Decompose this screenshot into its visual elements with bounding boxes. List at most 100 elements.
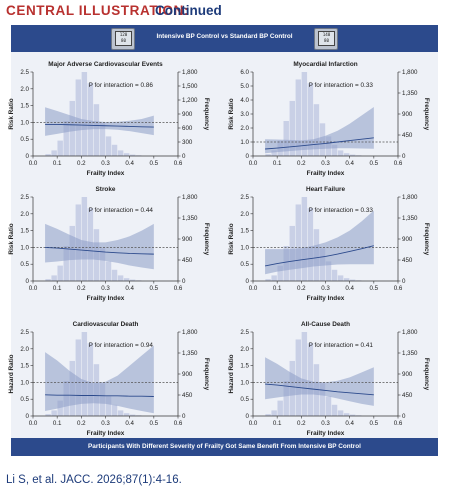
y2-tick-label: 900 — [182, 236, 193, 243]
histogram-bar — [307, 208, 314, 281]
histogram-bar — [45, 414, 51, 416]
estimate-line — [265, 137, 374, 150]
y2-tick-label: 1,350 — [402, 350, 418, 357]
y-tick-label: 1.0 — [240, 244, 249, 251]
x-tick-label: 0.6 — [394, 285, 403, 292]
banner-label: CENTRAL ILLUSTRATION: — [6, 3, 190, 18]
histogram-bar — [325, 261, 332, 281]
y-tick-label: 1.5 — [240, 363, 249, 370]
histogram-bar — [51, 150, 57, 156]
y-tick-label: 1.5 — [20, 103, 29, 110]
histogram-bar — [283, 121, 289, 156]
histogram-bar — [123, 153, 130, 156]
subplot-1: Major Adverse Cardiovascular Events 0.0 0.… — [8, 61, 210, 177]
y2-axis-label: Frequency — [203, 358, 210, 391]
x-tick-label: 0.5 — [150, 285, 159, 292]
bp-reading-systolic: 140 — [322, 32, 331, 37]
y-tick-label: 0.5 — [20, 136, 29, 143]
histogram-bar — [63, 121, 69, 156]
x-tick-label: 0.2 — [77, 285, 86, 292]
histogram-bar — [111, 144, 118, 156]
y-tick-label: 2.5 — [20, 329, 29, 336]
histogram-bar — [105, 136, 112, 156]
confidence-band — [265, 210, 374, 275]
y2-tick-label: 1,800 — [402, 194, 418, 201]
histogram-bar — [81, 72, 88, 156]
conclusion-footer: Participants With Different Severity of … — [11, 438, 438, 456]
x-axis-label: Frailty Index — [87, 170, 125, 177]
y-tick-label: 1.0 — [20, 244, 29, 251]
histogram-bar — [57, 400, 63, 416]
interaction-p-value: P for interaction = 0.44 — [89, 207, 154, 214]
header-title: Intensive BP Control vs Standard BP Cont… — [156, 33, 293, 40]
interaction-p-value: P for interaction = 0.86 — [89, 82, 154, 89]
y2-tick-label: 1,800 — [182, 329, 198, 336]
y-tick-label: 6.0 — [240, 69, 249, 76]
histogram-bar — [271, 410, 277, 416]
y2-tick-label: 900 — [182, 111, 193, 118]
histogram-bar — [343, 153, 350, 156]
y2-tick-label: 1,350 — [402, 215, 418, 222]
y-tick-label: 1.0 — [20, 119, 29, 126]
histogram-bar — [307, 83, 314, 156]
x-tick-label: 0.4 — [345, 160, 354, 167]
y-tick-label: 3.0 — [240, 111, 249, 118]
x-tick-label: 0.0 — [249, 285, 258, 292]
y2-tick-label: 1,350 — [182, 350, 198, 357]
x-tick-label: 0.2 — [77, 160, 86, 167]
y2-tick-label: 450 — [182, 257, 193, 264]
y-tick-label: 1.0 — [240, 379, 249, 386]
interaction-p-value: P for interaction = 0.94 — [89, 342, 154, 349]
y2-tick-label: 450 — [402, 132, 413, 139]
y2-tick-label: 1,350 — [182, 215, 198, 222]
blood-pressure-monitor-icon: 120 80 — [111, 28, 135, 50]
y-tick-label: 2.0 — [20, 211, 29, 218]
y-axis-label: Risk Ratio — [228, 98, 235, 129]
x-tick-label: 0.1 — [53, 420, 62, 427]
subplot-title: All-Cause Death — [301, 321, 350, 328]
x-tick-label: 0.6 — [394, 160, 403, 167]
histogram-bar — [117, 410, 124, 416]
y2-tick-label: 1,500 — [182, 83, 198, 90]
y-tick-label: 2.0 — [240, 346, 249, 353]
banner: CENTRAL ILLUSTRATION: Continued — [0, 0, 449, 24]
histogram-bar — [111, 404, 118, 416]
y2-tick-label: 0 — [402, 413, 406, 420]
banner-continued: Continued — [155, 3, 222, 18]
histogram-bar — [99, 248, 106, 281]
histogram-bar — [331, 269, 338, 281]
confidence-band — [45, 107, 154, 136]
y2-tick-label: 0 — [182, 153, 186, 160]
x-tick-label: 0.3 — [101, 285, 110, 292]
histogram-bar — [343, 278, 350, 281]
x-tick-label: 0.4 — [345, 285, 354, 292]
y2-tick-label: 0 — [402, 153, 406, 160]
y-tick-label: 0.5 — [240, 396, 249, 403]
histogram-bar — [337, 150, 344, 156]
histogram-bar — [283, 381, 289, 416]
x-axis-label: Frailty Index — [307, 295, 345, 302]
y2-tick-label: 450 — [402, 257, 413, 264]
x-tick-label: 0.5 — [370, 160, 379, 167]
x-tick-label: 0.4 — [345, 420, 354, 427]
confidence-band — [265, 107, 374, 154]
y-tick-label: 0.5 — [20, 396, 29, 403]
histogram-bar — [349, 279, 356, 281]
x-tick-label: 0.3 — [321, 160, 330, 167]
histogram-bar — [111, 269, 118, 281]
histogram-bar — [105, 396, 112, 416]
y2-axis-label: Frequency — [203, 98, 210, 131]
x-tick-label: 0.0 — [29, 160, 38, 167]
x-tick-label: 0.3 — [321, 420, 330, 427]
histogram-bar — [87, 343, 94, 416]
histogram-bar — [81, 197, 88, 281]
x-tick-label: 0.1 — [53, 285, 62, 292]
y-tick-label: 1.5 — [20, 228, 29, 235]
citation: Li S, et al. JACC. 2026;87(1):4-16. — [6, 474, 182, 486]
bp-reading-diastolic: 80 — [323, 38, 330, 43]
histogram-bar — [265, 414, 271, 416]
histogram-bar — [313, 104, 320, 156]
y-tick-label: 1.5 — [240, 228, 249, 235]
